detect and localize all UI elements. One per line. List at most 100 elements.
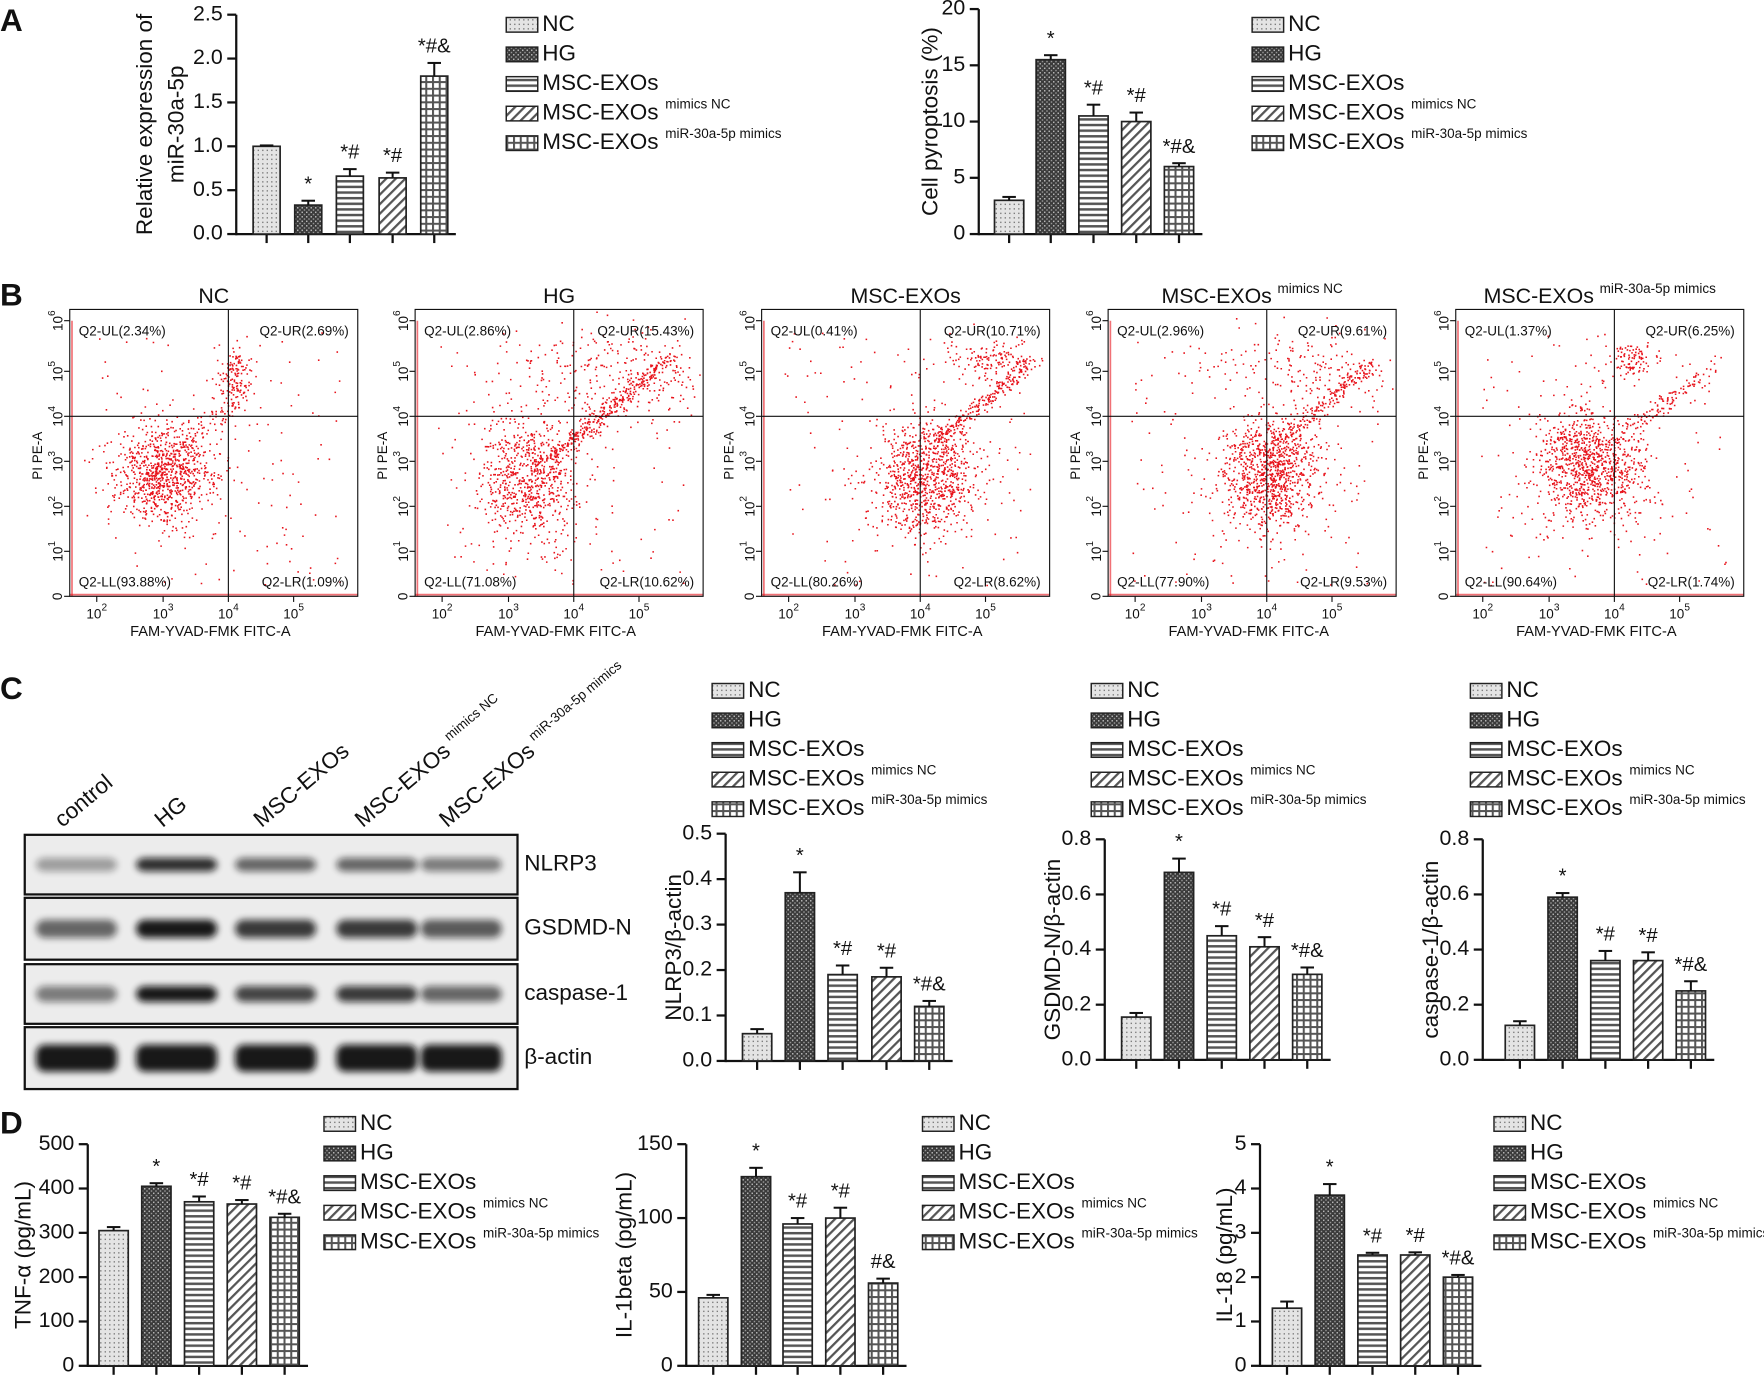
legend-suffix: mimics NC xyxy=(1629,762,1694,777)
legend-entry: MSC-EXOs mimics NC xyxy=(1127,762,1316,790)
legend-name: MSC-EXOs xyxy=(748,736,864,761)
quadrant-label: Q2-LR(10.62%) xyxy=(600,574,695,589)
error-bar xyxy=(1215,925,1229,936)
legend-swatch xyxy=(1469,771,1503,788)
legend-swatch xyxy=(323,1234,357,1251)
legend-entry: HG xyxy=(1288,40,1322,65)
blot-band xyxy=(36,857,117,872)
tick-label: 105 xyxy=(1432,361,1451,382)
tick-label: 105 xyxy=(46,361,65,382)
tick-base: 10 xyxy=(563,606,578,621)
y-axis-label: caspase-1/β-actin xyxy=(1418,861,1443,1039)
error-bar xyxy=(259,144,274,147)
panel-letter: A xyxy=(0,2,23,38)
panel-letter: B xyxy=(0,276,23,312)
quadrant-label: Q2-LL(77.90%) xyxy=(1117,574,1209,589)
legend-swatch xyxy=(711,801,745,818)
legend-entry: MSC-EXOs xyxy=(1506,736,1622,761)
tick-label: 102 xyxy=(392,496,411,517)
tick-exponent: 6 xyxy=(392,310,403,316)
y-tick-label: 0.0 xyxy=(1062,1046,1092,1070)
y-tick-label: 300 xyxy=(39,1219,75,1243)
cell-events xyxy=(1131,316,1394,586)
y-tick-label: 4 xyxy=(1235,1175,1247,1199)
lane-name: HG xyxy=(150,791,192,832)
y-axis-label: PI PE-A xyxy=(1416,432,1431,480)
significance-label: *# xyxy=(232,1173,252,1195)
tick-label: 101 xyxy=(46,541,65,562)
legend-swatch xyxy=(1251,16,1285,33)
tick-base: 10 xyxy=(1088,367,1103,382)
tick-exponent: 3 xyxy=(1432,451,1443,457)
legend-swatch xyxy=(1251,135,1285,152)
tick-base: 10 xyxy=(1191,606,1206,621)
quadrant-label: Q2-LL(93.88%) xyxy=(79,574,171,589)
y-tick-label: 2.0 xyxy=(193,45,223,69)
tick-base: 10 xyxy=(218,606,233,621)
blot-lane-label: control xyxy=(49,769,117,832)
error-bar xyxy=(750,1028,764,1034)
legend-entry: MSC-EXOs xyxy=(1288,70,1404,95)
bar xyxy=(226,1203,258,1367)
legend-entry: MSC-EXOs xyxy=(360,1169,476,1194)
tick-base: 10 xyxy=(742,547,757,562)
tick-exponent: 6 xyxy=(1085,310,1096,316)
significance-label: *# xyxy=(340,142,360,164)
tick-exponent: 4 xyxy=(925,602,931,613)
bar xyxy=(697,1297,729,1367)
bar xyxy=(1675,990,1707,1061)
y-axis-label: Cell pyroptosis (%) xyxy=(917,27,942,216)
error-bar xyxy=(106,1226,121,1231)
legend-swatch xyxy=(323,1175,357,1192)
tick-label: 103 xyxy=(46,451,65,472)
legend-entry: NC xyxy=(1127,677,1160,702)
tick-label: 105 xyxy=(629,602,650,621)
significance-label: * xyxy=(1175,831,1183,853)
legend-entry: NC xyxy=(542,11,575,36)
lane-name: control xyxy=(49,769,117,832)
tick-label: 101 xyxy=(1085,541,1104,562)
legend-name: MSC-EXOs xyxy=(1288,129,1404,154)
tick-base: 10 xyxy=(1088,412,1103,427)
tick-label: 103 xyxy=(1432,451,1451,472)
bar-chart: 0 5 10 15 20 Cell pyroptosis (%) * *# *# *#& NC HG M… xyxy=(917,0,1527,245)
tick-exponent: 3 xyxy=(513,602,519,613)
tick-label: 105 xyxy=(1085,361,1104,382)
y-tick-label: 0.4 xyxy=(1440,936,1470,960)
bar xyxy=(1249,945,1280,1061)
blot-band xyxy=(36,919,117,938)
error-bar xyxy=(922,999,936,1007)
error-bar xyxy=(1257,936,1272,947)
tick-label: 104 xyxy=(1085,406,1104,427)
tick-base: 10 xyxy=(742,316,757,331)
error-bar xyxy=(1598,949,1613,961)
legend-entry: MSC-EXOs miR-30a-5p mimics xyxy=(959,1225,1199,1253)
error-bar xyxy=(876,1277,890,1284)
y-tick-label: 0.2 xyxy=(682,957,712,981)
y-tick-label: 0.5 xyxy=(193,177,223,201)
tick-base: 10 xyxy=(1436,367,1451,382)
y-tick-label: 0 xyxy=(62,1352,74,1376)
quadrant-label: Q2-UL(2.86%) xyxy=(424,324,511,339)
tick-exponent: 1 xyxy=(46,541,57,547)
quadrant-label: Q2-UL(2.96%) xyxy=(1117,324,1204,339)
tick-label: 104 xyxy=(392,406,411,427)
panel-letter: D xyxy=(0,1104,23,1140)
y-tick-label: 400 xyxy=(39,1175,75,1199)
error-bar xyxy=(1044,54,1058,60)
tick-base: 10 xyxy=(1436,412,1451,427)
tick-label: 0 xyxy=(1436,593,1451,601)
y-tick-label: 0.0 xyxy=(193,221,223,245)
x-axis-label: FAM-YVAD-FMK FITC-A xyxy=(822,624,983,640)
blot-band xyxy=(420,919,502,938)
cell-events xyxy=(84,332,341,586)
y-tick-label: 100 xyxy=(39,1308,75,1332)
significance-label: * xyxy=(1559,866,1567,888)
error-bar xyxy=(1129,1011,1143,1018)
blot-band xyxy=(336,1044,418,1072)
legend-swatch xyxy=(505,105,539,122)
tick-base: 10 xyxy=(845,606,860,621)
